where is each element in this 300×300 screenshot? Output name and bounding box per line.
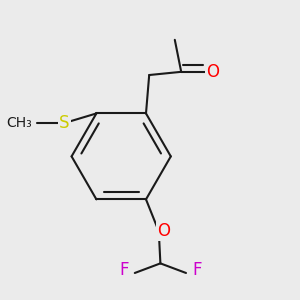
Text: F: F [119,261,128,279]
Text: O: O [157,222,170,240]
Text: O: O [206,63,219,81]
Text: F: F [192,261,202,279]
Text: S: S [59,114,70,132]
Text: CH₃: CH₃ [7,116,32,130]
